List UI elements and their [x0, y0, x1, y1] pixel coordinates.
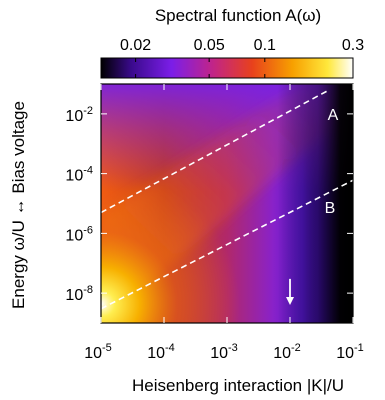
x-tick-label: 10-4 [147, 342, 175, 362]
y-tick-label: 10-8 [65, 284, 93, 304]
annotation-arrowhead [286, 297, 294, 306]
y-tick-label: 10-4 [65, 165, 93, 185]
dashed-line-b [101, 179, 353, 310]
x-tick-label: 10-2 [273, 342, 301, 362]
colorbar-tick-label: 0.3 [342, 37, 364, 54]
dashed-line-a [101, 89, 329, 214]
colorbar-title: Spectral function A(ω) [155, 6, 321, 25]
x-tick-label: 10-3 [210, 342, 238, 362]
colorbar-tick-label: 0.1 [254, 37, 276, 54]
line-label-a: A [328, 107, 339, 124]
colorbar [100, 57, 354, 79]
axis-ticks: 10-5 10-4 10-3 10-2 10-1 10-2 10-4 10-6 10-8 [65, 84, 364, 362]
x-axis-label: Heisenberg interaction |K|/U [132, 376, 344, 395]
heatmap: AB [101, 84, 353, 323]
y-axis-label: Energy ω/U ↔ Bias voltage [9, 101, 28, 309]
colorbar-tick-label: 0.05 [194, 37, 225, 54]
line-label-b: B [325, 200, 336, 217]
x-tick-label: 10-5 [84, 342, 112, 362]
colorbar-tick-label: 0.02 [120, 37, 151, 54]
x-tick-label: 10-1 [336, 342, 364, 362]
colorbar-ticks: 0.02 0.05 0.1 0.3 [120, 37, 364, 78]
y-tick-label: 10-2 [65, 105, 93, 125]
y-tick-label: 10-6 [65, 224, 93, 244]
